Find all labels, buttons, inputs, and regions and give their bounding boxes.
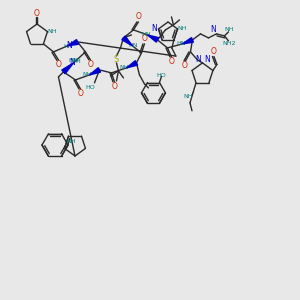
Polygon shape	[182, 38, 194, 44]
Text: O: O	[211, 47, 217, 56]
Polygon shape	[62, 63, 74, 74]
Text: O: O	[77, 89, 83, 98]
Text: HN: HN	[142, 32, 151, 38]
Text: N: N	[67, 41, 72, 50]
Text: O: O	[136, 12, 141, 21]
Text: O: O	[112, 82, 117, 91]
Polygon shape	[148, 35, 159, 42]
Text: NH: NH	[178, 26, 187, 32]
Text: HN: HN	[177, 41, 186, 46]
Text: NH: NH	[120, 65, 129, 70]
Text: N: N	[196, 56, 201, 64]
Text: O: O	[56, 60, 62, 69]
Polygon shape	[122, 36, 133, 46]
Text: H: H	[73, 58, 78, 63]
Text: O: O	[182, 61, 188, 70]
Text: NH: NH	[83, 72, 92, 77]
Text: H: H	[75, 59, 80, 64]
Text: NH2: NH2	[223, 41, 236, 46]
Text: O: O	[142, 34, 147, 43]
Text: NH: NH	[183, 94, 193, 99]
Text: HN: HN	[69, 58, 78, 63]
Text: N: N	[152, 24, 158, 33]
Text: S: S	[114, 56, 119, 64]
Text: NH: NH	[48, 29, 57, 34]
Text: O: O	[88, 60, 93, 69]
Text: HO: HO	[85, 85, 95, 90]
Polygon shape	[68, 40, 78, 46]
Text: O: O	[169, 57, 174, 66]
Text: O: O	[34, 10, 40, 19]
Text: NH: NH	[67, 139, 76, 144]
Text: N: N	[70, 58, 75, 68]
Text: HN: HN	[129, 44, 138, 48]
Text: NH: NH	[225, 27, 234, 32]
Polygon shape	[127, 61, 138, 68]
Text: HO: HO	[157, 73, 166, 78]
Text: N: N	[205, 56, 210, 64]
Polygon shape	[89, 68, 100, 75]
Text: N: N	[211, 26, 216, 34]
Text: H: H	[63, 44, 68, 50]
